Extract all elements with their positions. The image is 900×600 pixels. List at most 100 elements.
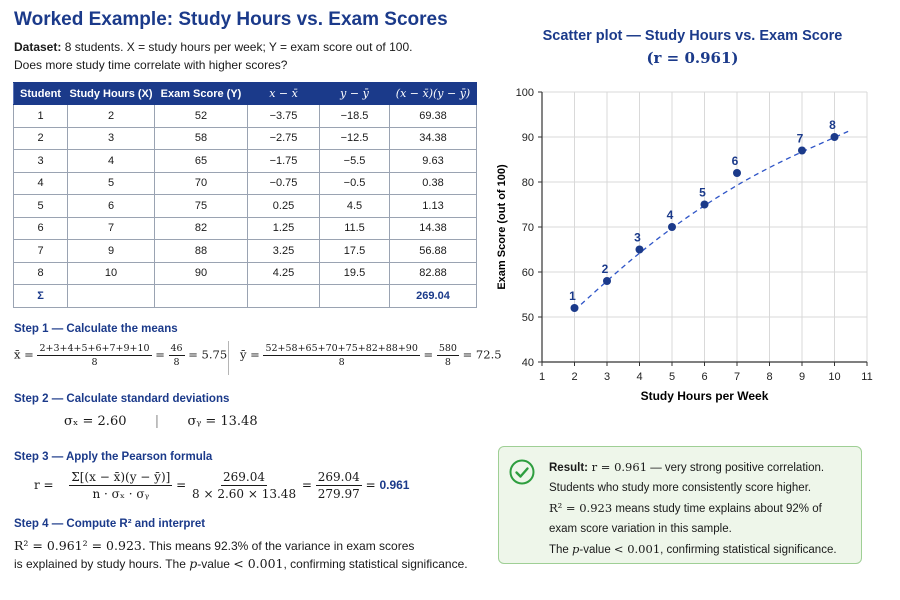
sum-empty-cell (247, 284, 320, 308)
xbar-den: 8 (91, 357, 98, 368)
result-box: Result: r = 0.961 — very strong positive… (498, 446, 862, 564)
cell-y-dev: 4.5 (319, 194, 390, 218)
cell-product: 9.63 (389, 149, 477, 173)
sum-symbol: Σ (13, 284, 68, 308)
y-axis-label: Exam Score (out of 100) (496, 164, 508, 290)
data-point (668, 223, 676, 231)
result-p-threshold: < 0.001 (613, 542, 661, 556)
step4-line1: R² = 0.961² = 0.923. This means 92.3% of… (14, 537, 468, 555)
xbar-fraction-sum: 2+3+4+5+6+7+9+10 8 (37, 343, 152, 368)
col-header-study-hours: Study Hours (X) (67, 82, 155, 105)
y-tick-label: 50 (522, 312, 534, 324)
x-tick-label: 5 (669, 371, 675, 383)
chart-title-block: Scatter plot — Study Hours vs. Exam Scor… (520, 25, 865, 69)
y-tick-label: 60 (522, 267, 534, 279)
cell-student: 3 (13, 149, 68, 173)
col-header-student: Student (13, 82, 68, 105)
cell-x-dev: 0.25 (247, 194, 320, 218)
x-tick-label: 2 (571, 371, 577, 383)
pearson-fraction-values: 269.04 8 × 2.60 × 13.48 (190, 470, 298, 501)
cell-study-hours: 10 (67, 261, 155, 285)
result-line3: R² = 0.923 means study time explains abo… (549, 498, 837, 519)
data-point (733, 169, 741, 177)
result-text: Result: r = 0.961 — very strong positive… (549, 457, 837, 560)
table-row: 6 7 82 1.25 11.5 14.38 (13, 216, 477, 240)
y-tick-label: 80 (522, 177, 534, 189)
data-point (798, 146, 806, 155)
cell-study-hours: 2 (67, 104, 155, 128)
xbar-den2: 8 (173, 357, 180, 368)
step4-r2-math: R² = 0.961² = 0.923. (14, 538, 146, 553)
x-tick-label: 4 (636, 371, 642, 383)
y-tick-label: 70 (522, 222, 534, 234)
cell-student: 5 (13, 194, 68, 218)
pearson-den3: 279.97 (317, 487, 360, 501)
sum-empty-cell (154, 284, 248, 308)
cell-y-dev: −5.5 (319, 149, 390, 173)
cell-student: 4 (13, 171, 68, 195)
cell-x-dev: 3.25 (247, 239, 320, 263)
y-tick-label: 90 (522, 132, 534, 144)
step4-body: R² = 0.961² = 0.923. This means 92.3% of… (14, 537, 468, 573)
pearson-lhs: r = (34, 478, 54, 492)
result-line1: Result: r = 0.961 — very strong positive… (549, 457, 837, 478)
step2-title: Step 2 — Calculate standard deviations (14, 393, 230, 405)
xbar-result: = 5.75 (188, 347, 228, 362)
result-line5-b: -value (579, 544, 614, 556)
dataset-text: 8 students. X = study hours per week; Y … (61, 40, 413, 54)
cell-product: 69.38 (389, 104, 477, 128)
cell-y-dev: 17.5 (319, 239, 390, 263)
cell-x-dev: −0.75 (247, 171, 320, 195)
point-label: 6 (732, 154, 739, 168)
step4-line2-a: is explained by study hours. The (14, 557, 190, 571)
x-tick-label: 11 (861, 371, 872, 383)
result-line2: Students who study more consistently sco… (549, 482, 812, 494)
point-label: 1 (569, 289, 576, 303)
table-sum-row: Σ 269.04 (13, 284, 477, 308)
ybar-num2: 580 (436, 343, 459, 356)
point-label: 4 (667, 208, 674, 222)
cell-x-dev: −3.75 (247, 104, 320, 128)
data-point (570, 304, 579, 312)
cell-study-hours: 3 (67, 126, 155, 150)
pearson-num1: Σ[(x − x̄)(y − ȳ)] (69, 470, 173, 486)
cell-study-hours: 7 (67, 216, 155, 240)
x-axis-label: Study Hours per Week (641, 389, 769, 403)
step4-p-threshold: < 0.001 (233, 556, 284, 571)
point-label: 5 (699, 186, 706, 200)
x-tick-label: 1 (539, 371, 545, 383)
cell-exam-score: 75 (154, 194, 248, 218)
ybar-den2: 8 (444, 357, 451, 368)
cell-product: 1.13 (389, 194, 477, 218)
trend-line-group (574, 129, 852, 311)
cell-x-dev: −1.75 (247, 149, 320, 173)
cell-student: 8 (13, 261, 68, 285)
point-label: 3 (634, 231, 641, 245)
xbar-fraction-total: 46 8 (168, 343, 185, 368)
cell-student: 2 (13, 126, 68, 150)
sum-empty-cell (319, 284, 390, 308)
result-label: Result: (549, 462, 588, 474)
dataset-label: Dataset: (14, 40, 62, 54)
ybar-lhs: ȳ = (240, 347, 260, 362)
data-point (700, 200, 709, 209)
result-r2-math: R² = 0.923 (549, 501, 613, 515)
xbar-num2: 46 (168, 343, 185, 356)
table-row: 7 9 88 3.25 17.5 56.88 (13, 239, 477, 263)
question-line: Does more study time correlate with high… (14, 58, 288, 72)
result-line4: exam score variation in this sample. (549, 523, 732, 535)
result-line5: The p-value < 0.001, confirming statisti… (549, 539, 837, 560)
sd-y: σᵧ = 13.48 (187, 414, 258, 429)
point-label: 2 (602, 262, 609, 276)
x-tick-label: 3 (604, 371, 610, 383)
y-tick-label: 40 (522, 357, 534, 369)
xbar-lhs: x̄ = (14, 347, 34, 362)
pearson-num2: 269.04 (221, 470, 268, 486)
trend-line (574, 129, 852, 311)
xbar-formula: x̄ = 2+3+4+5+6+7+9+10 8 = 46 8 = 5.75 (14, 343, 228, 368)
col-header-exam-score: Exam Score (Y) (154, 82, 248, 105)
col-header-product: (x − x̄)(y − ȳ) (389, 82, 477, 105)
pearson-fraction-simplified: 269.04 279.97 (315, 470, 362, 501)
pearson-result: 0.961 (379, 478, 410, 492)
table-row: 4 5 70 −0.75 −0.5 0.38 (13, 171, 477, 195)
